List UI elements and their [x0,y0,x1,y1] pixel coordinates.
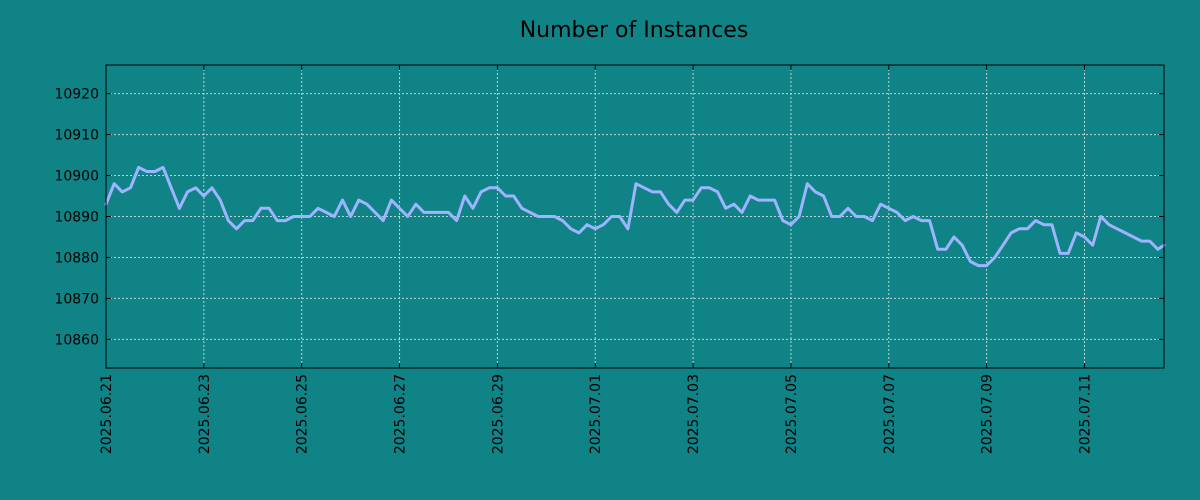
chart-title: Number of Instances [520,18,749,43]
x-tick-label: 2025.07.07 [882,374,898,454]
y-tick-label: 10910 [54,128,99,144]
x-tick-label: 2025.06.23 [197,374,213,454]
x-tick-label: 2025.06.27 [393,374,409,454]
x-tick-label: 2025.07.09 [980,374,996,454]
x-tick-label: 2025.07.05 [784,374,800,454]
plot-frame [105,64,1165,369]
x-axis: 2025.06.21 2025.06.23 2025.06.25 2025.06.27… [99,65,1093,454]
y-tick-label: 10920 [54,87,99,103]
y-tick-label: 10880 [54,250,99,266]
series-group [104,165,1166,268]
y-axis: 10860 10870 10880 10890 10900 10910 10920 [54,87,1164,348]
y-tick-label: 10870 [54,291,99,307]
y-tick-label: 10890 [54,210,99,226]
x-tick-label: 2025.07.03 [686,374,702,454]
x-tick-label: 2025.07.11 [1077,374,1093,454]
x-tick-label: 2025.07.01 [588,374,604,454]
y-tick-label: 10860 [54,332,99,348]
y-tick-label: 10900 [54,169,99,185]
x-tick-label: 2025.06.21 [99,374,115,454]
x-tick-label: 2025.06.25 [295,374,311,454]
x-tick-label: 2025.06.29 [490,374,506,454]
grid [105,65,1164,368]
series-line-0 [104,165,1166,268]
